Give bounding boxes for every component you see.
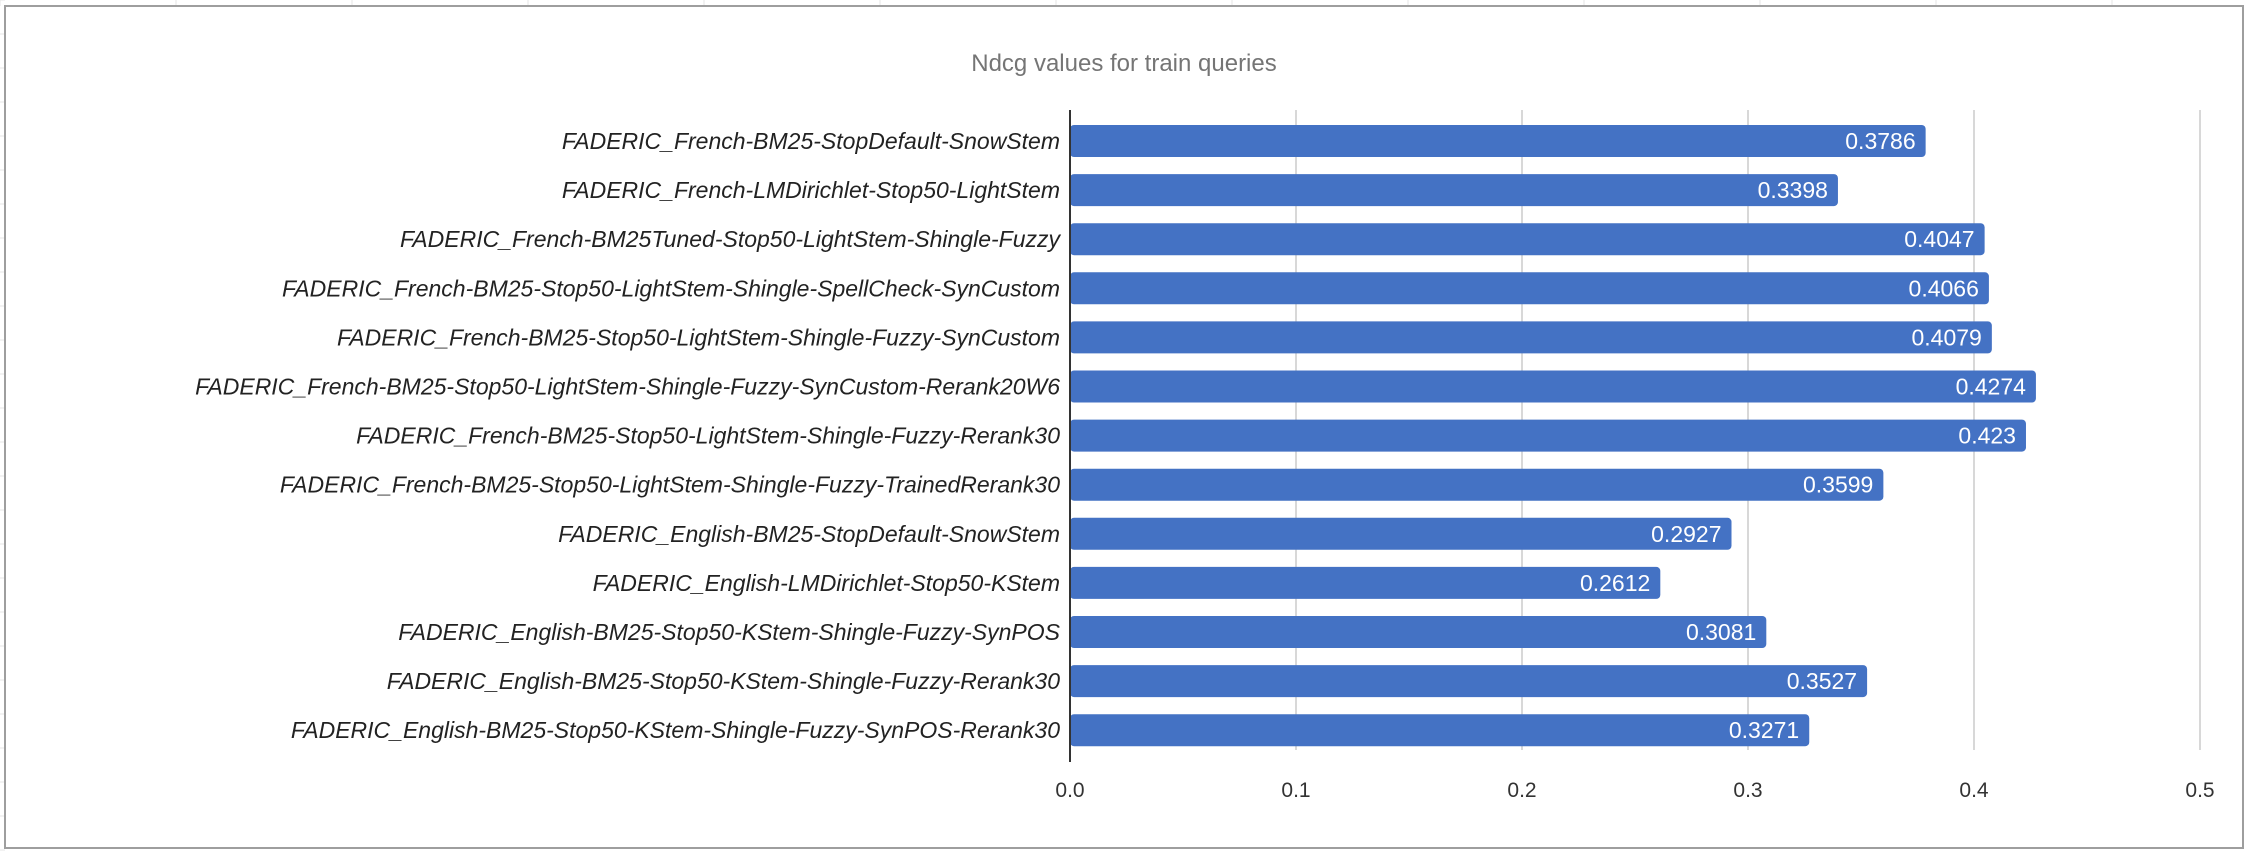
category-label: FADERIC_French-BM25-Stop50-LightStem-Shi… [195, 374, 1060, 400]
data-label: 0.4079 [1911, 324, 1981, 350]
data-label: 0.4274 [1956, 374, 2027, 400]
bar [1070, 321, 1992, 354]
data-label: 0.3599 [1803, 472, 1873, 498]
data-label: 0.3271 [1729, 717, 1799, 743]
data-label: 0.2927 [1651, 521, 1721, 547]
x-tick-label: 0.5 [2185, 779, 2214, 802]
bar [1070, 223, 1985, 256]
category-label: FADERIC_English-BM25-Stop50-KStem-Shingl… [398, 619, 1060, 645]
category-label: FADERIC_English-BM25-Stop50-KStem-Shingl… [387, 668, 1060, 694]
x-tick-label: 0.3 [1733, 779, 1762, 802]
category-label: FADERIC_French-BM25-Stop50-LightStem-Shi… [280, 472, 1060, 498]
data-label: 0.3527 [1787, 668, 1857, 694]
bar [1070, 370, 2036, 403]
bar [1070, 714, 1810, 747]
category-label: FADERIC_English-BM25-StopDefault-SnowSte… [558, 521, 1060, 547]
bar [1070, 517, 1732, 550]
x-axis-tick-labels: 0.0 0.1 0.2 0.3 0.4 0.5 [1055, 779, 2214, 802]
data-label: 0.4047 [1904, 226, 1974, 252]
bar [1070, 616, 1767, 648]
category-label: FADERIC_French-BM25-Stop50-LightStem-Shi… [356, 423, 1060, 449]
bar [1070, 566, 1661, 599]
x-tick-label: 0.0 [1055, 779, 1084, 802]
x-tick-label: 0.4 [1959, 779, 1989, 802]
data-label: 0.3081 [1686, 619, 1756, 645]
data-label: 0.4066 [1909, 275, 1979, 301]
bar [1070, 272, 1989, 305]
category-label: FADERIC_English-LMDirichlet-Stop50-KStem [593, 570, 1060, 596]
bar [1070, 468, 1884, 501]
data-label: 0.3398 [1758, 177, 1828, 203]
category-label: FADERIC_French-LMDirichlet-Stop50-LightS… [562, 177, 1060, 203]
bar [1070, 419, 2026, 452]
category-label: FADERIC_English-BM25-Stop50-KStem-Shingl… [291, 717, 1060, 743]
data-label: 0.3786 [1845, 128, 1915, 154]
data-label: 0.2612 [1580, 570, 1650, 596]
bar [1070, 125, 1926, 157]
x-tick-label: 0.1 [1281, 779, 1310, 802]
bar [1070, 174, 1838, 207]
category-label: FADERIC_French-BM25Tuned-Stop50-LightSte… [400, 226, 1062, 252]
bar [1070, 665, 1868, 698]
data-label: 0.423 [1958, 423, 2016, 449]
x-tick-label: 0.2 [1507, 779, 1536, 802]
category-labels: FADERIC_French-BM25-StopDefault-SnowStem… [195, 128, 1061, 743]
category-label: FADERIC_French-BM25-Stop50-LightStem-Shi… [282, 275, 1060, 301]
chart-title: Ndcg values for train queries [971, 50, 1276, 77]
category-label: FADERIC_French-BM25-StopDefault-SnowStem [562, 128, 1060, 154]
category-label: FADERIC_French-BM25-Stop50-LightStem-Shi… [337, 324, 1060, 350]
bars: 0.3786 0.3398 0.4047 0.4066 0.4079 0.4274 0.42… [1070, 125, 2036, 747]
